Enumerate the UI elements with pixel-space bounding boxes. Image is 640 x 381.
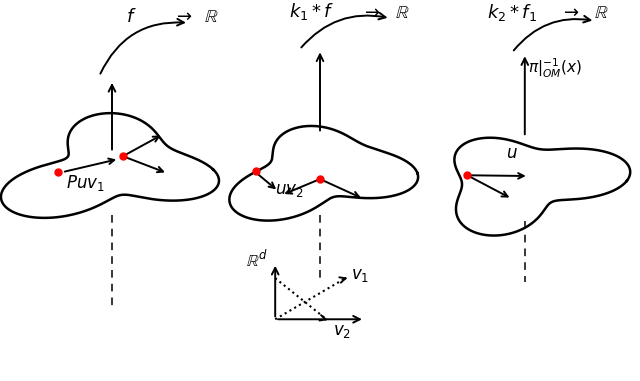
Text: $Puv_1$: $Puv_1$: [66, 173, 105, 193]
Text: $k_2 * f_1$: $k_2 * f_1$: [487, 2, 537, 23]
Text: $\rightarrow$: $\rightarrow$: [173, 7, 192, 25]
Text: $\mathbb{R}^d$: $\mathbb{R}^d$: [246, 249, 268, 271]
Text: $\pi|_{OM}^{-1}(x)$: $\pi|_{OM}^{-1}(x)$: [528, 57, 582, 80]
Text: $v_1$: $v_1$: [351, 267, 369, 283]
Text: $\mathbb{R}$: $\mathbb{R}$: [204, 8, 218, 26]
Text: $\mathbb{R}$: $\mathbb{R}$: [395, 4, 409, 22]
Text: $u$: $u$: [506, 145, 517, 162]
Text: $\rightarrow$: $\rightarrow$: [362, 2, 381, 21]
Text: $\rightarrow$: $\rightarrow$: [560, 3, 579, 21]
Text: $k_1 * f$: $k_1 * f$: [289, 1, 335, 22]
Text: $uv_2$: $uv_2$: [275, 182, 304, 199]
Text: $\mathbb{R}$: $\mathbb{R}$: [595, 4, 609, 22]
Text: $f$: $f$: [126, 8, 136, 26]
Text: $v_2$: $v_2$: [333, 323, 351, 340]
